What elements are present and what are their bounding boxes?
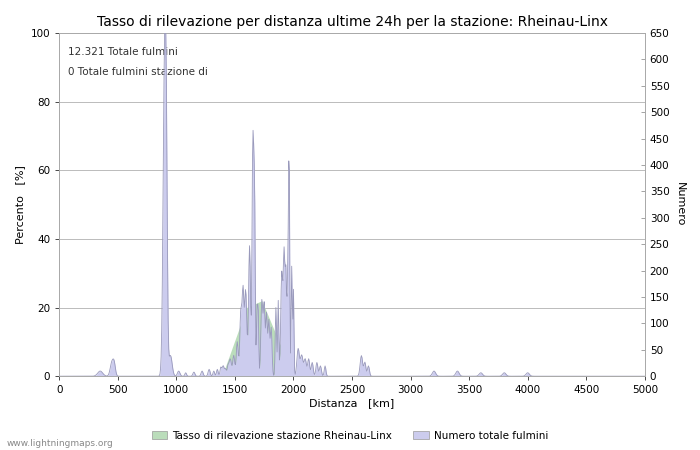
X-axis label: Distanza   [km]: Distanza [km] <box>309 398 395 408</box>
Legend: Tasso di rilevazione stazione Rheinau-Linx, Numero totale fulmini: Tasso di rilevazione stazione Rheinau-Li… <box>148 427 552 445</box>
Y-axis label: Numero: Numero <box>675 182 685 227</box>
Y-axis label: Percento   [%]: Percento [%] <box>15 165 25 244</box>
Text: 12.321 Totale fulmini: 12.321 Totale fulmini <box>68 47 178 57</box>
Title: Tasso di rilevazione per distanza ultime 24h per la stazione: Rheinau-Linx: Tasso di rilevazione per distanza ultime… <box>97 15 608 29</box>
Text: 0 Totale fulmini stazione di: 0 Totale fulmini stazione di <box>68 67 208 77</box>
Text: www.lightningmaps.org: www.lightningmaps.org <box>7 439 113 448</box>
